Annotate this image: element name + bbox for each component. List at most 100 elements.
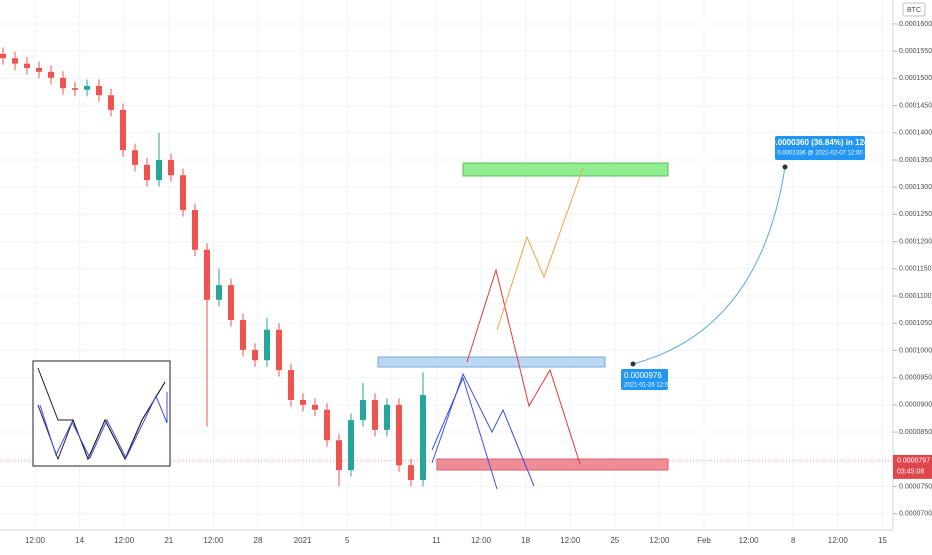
candle-body [216, 285, 222, 300]
y-tick-label: 0.0001550 [899, 48, 932, 55]
pattern-outline [37, 381, 166, 461]
candle-body [192, 210, 198, 250]
x-tick-label: 5 [345, 536, 350, 545]
y-tick-label: 0.0000750 [899, 483, 932, 490]
y-tick-label: 0.0001300 [899, 184, 932, 191]
x-tick-label: 12:00 [828, 536, 849, 545]
candle-body [120, 109, 126, 151]
anchor-point [630, 361, 636, 367]
candle-body [108, 95, 114, 110]
y-tick-label: 0.0001000 [899, 347, 932, 354]
drawings: 0.0000360 (36.84%) in 12d 0.0001336 @ 20… [32, 136, 869, 490]
x-tick-label: 11 [432, 536, 441, 545]
pattern-path [39, 392, 168, 460]
candle-body [144, 164, 150, 181]
x-tick-label: 12:00 [471, 536, 492, 545]
candles [0, 47, 893, 487]
y-tick-label: 0.0001200 [899, 238, 932, 245]
last-price-label: 0.0000797 [897, 458, 930, 465]
candle-body [348, 420, 354, 471]
y-tick-label: 0.0001250 [899, 211, 932, 218]
candle-body [264, 329, 270, 361]
candle-body [204, 249, 210, 300]
candle-body [300, 399, 306, 405]
x-tick-label: 12:00 [739, 536, 760, 545]
candle-body [36, 68, 42, 72]
x-tick-label: 15 [878, 536, 887, 545]
y-tick-label: 0.0000850 [899, 429, 932, 436]
x-tick-label: 14 [75, 536, 84, 545]
x-tick-label: 12:00 [560, 536, 581, 545]
anchor-label [621, 369, 668, 390]
resistance-zone [377, 356, 606, 368]
candle-body [168, 159, 174, 176]
x-tick-label: 18 [521, 536, 530, 545]
candle-body [372, 399, 378, 430]
candle-body [12, 58, 18, 64]
candle-body [84, 85, 90, 90]
candle-body [408, 465, 414, 480]
countdown: 03:45:08 [897, 469, 924, 476]
candle-body [48, 71, 54, 78]
x-tick-label: 2021 [294, 536, 312, 545]
x-tick-label: 8 [791, 536, 796, 545]
candle-body [0, 53, 6, 59]
y-tick-label: 0.0000950 [899, 374, 932, 381]
currency-badge [902, 2, 926, 17]
y-tick-label: 0.0001500 [899, 75, 932, 82]
x-tick-label: Feb [697, 536, 711, 545]
candle-body [240, 319, 246, 350]
candle-body [72, 88, 78, 90]
y-tick-label: 0.0001400 [899, 130, 932, 137]
y-tick-label: 0.0001050 [899, 320, 932, 327]
y-tick-label: 0.0001150 [899, 266, 932, 273]
x-tick-label: 25 [610, 536, 619, 545]
candle-body [252, 349, 258, 361]
measure-text: 0.0001336 @ 2021-02-07 12:00 [777, 151, 863, 157]
candle-body [228, 285, 234, 320]
y-tick-label: 0.0001450 [899, 102, 932, 109]
x-tick-label: 12:00 [114, 536, 135, 545]
candle-body [180, 175, 186, 211]
anchor-point [782, 164, 788, 170]
candle-body [420, 395, 426, 480]
x-tick-label: 12:00 [25, 536, 46, 545]
x-tick-label: 12:00 [203, 536, 224, 545]
candle-body [24, 63, 30, 69]
blue-path [431, 376, 498, 490]
candle-body [60, 77, 66, 89]
axis: 0.0001600 0.0001550 0.0001500 0.0001450 0.00… [25, 21, 932, 545]
anchor-text: 0.0000976 [624, 371, 662, 380]
candle-body [324, 409, 330, 441]
y-tick-label: 0.0000700 [899, 511, 932, 518]
y-tick-label: 0.0001350 [899, 157, 932, 164]
support-zone [436, 458, 669, 471]
candle-body [396, 404, 402, 466]
red-path [466, 268, 581, 465]
x-tick-label: 28 [254, 536, 263, 545]
candle-body [132, 150, 138, 165]
candle-body [156, 159, 162, 181]
candle-body [312, 404, 318, 410]
candle-body [288, 370, 294, 400]
x-tick-label: 12:00 [649, 536, 670, 545]
measure-label [775, 136, 865, 160]
candle-body [360, 399, 366, 421]
pattern-box [32, 360, 171, 467]
projection-curve [632, 166, 786, 365]
measure-text: 0.0000360 (36.84%) in 12d [771, 138, 869, 147]
currency-label: BTC [907, 7, 921, 14]
anchor-text: 2021-01-26 12:00 [624, 383, 672, 389]
x-tick-label: 21 [164, 536, 173, 545]
y-tick-label: 0.0000900 [899, 402, 932, 409]
candle-body [336, 440, 342, 471]
blue-path [431, 372, 535, 487]
candle-body [384, 404, 390, 430]
y-tick-label: 0.0001100 [899, 293, 932, 300]
target-zone [462, 162, 669, 177]
last-price-box [893, 454, 932, 479]
candle-body [96, 85, 102, 96]
candle-body [276, 329, 282, 371]
orange-path [496, 167, 584, 331]
